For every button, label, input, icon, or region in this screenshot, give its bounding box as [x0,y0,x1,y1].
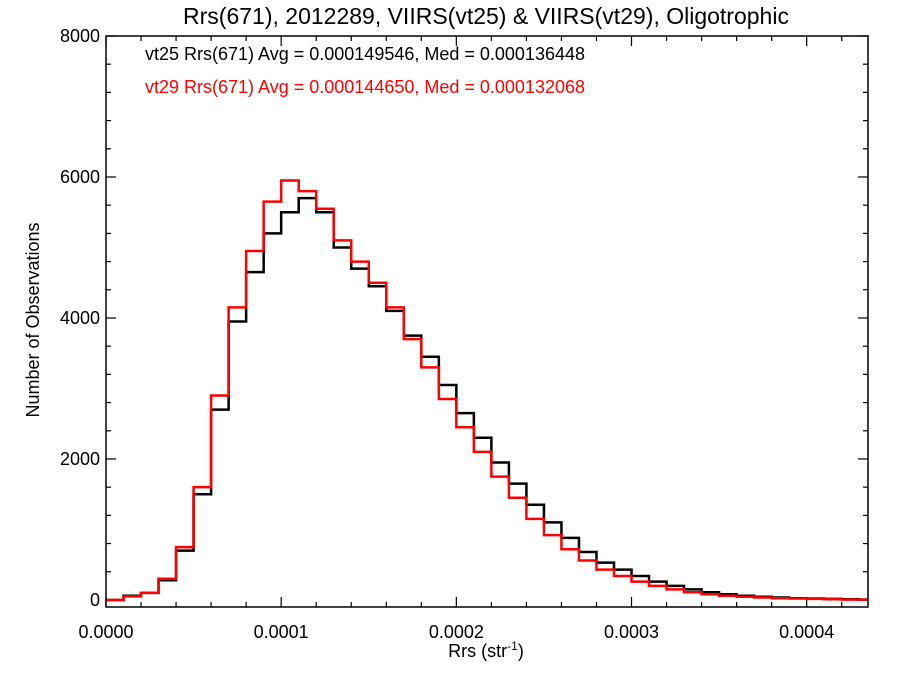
x-tick-label: 0.0004 [779,622,834,642]
legend-vt29-stats: vt29 Rrs(671) Avg = 0.000144650, Med = 0… [145,77,585,97]
series-vt25-line [106,196,868,602]
legend-vt25-stats: vt25 Rrs(671) Avg = 0.000149546, Med = 0… [145,44,585,64]
y-tick-label: 0 [90,590,100,610]
x-tick-label: 0.0000 [78,622,133,642]
y-tick-label: 6000 [60,167,100,187]
y-tick-label: 4000 [60,308,100,328]
axis-ticks [105,35,868,607]
y-tick-label: 8000 [60,26,100,46]
series-layer [106,179,868,602]
x-tick-label: 0.0001 [254,622,309,642]
x-tick-labels: 0.0000 0.0001 0.0002 0.0003 0.0004 [78,622,834,642]
y-axis-title: Number of Observations [23,222,43,417]
y-tick-label: 2000 [60,449,100,469]
y-tick-labels: 0 2000 4000 6000 8000 [60,26,100,610]
plot-frame [105,35,869,608]
x-axis-title: Rrs (str-1) [448,639,524,661]
series-vt29-line [106,179,868,602]
x-tick-label: 0.0003 [604,622,659,642]
x-tick-label: 0.0002 [429,622,484,642]
chart-title: Rrs(671), 2012289, VIIRS(vt25) & VIIRS(v… [183,3,789,29]
